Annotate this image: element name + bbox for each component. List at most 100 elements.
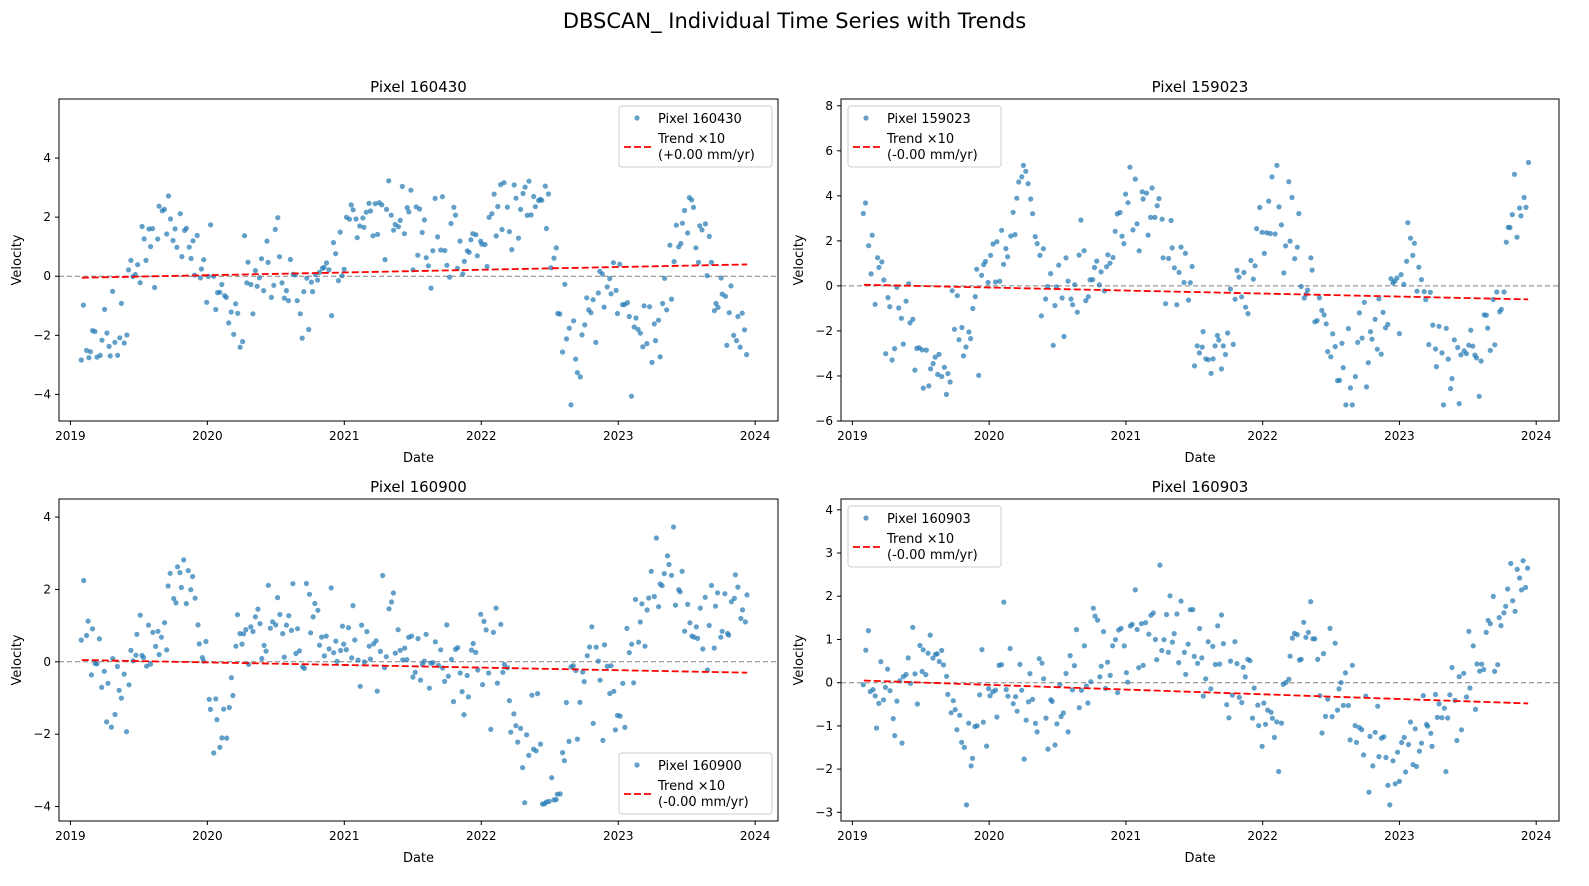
data-point bbox=[117, 335, 123, 341]
data-point bbox=[350, 207, 356, 213]
data-point bbox=[500, 669, 506, 675]
data-point bbox=[1327, 625, 1333, 632]
data-point bbox=[1340, 702, 1346, 709]
data-point bbox=[261, 288, 267, 294]
data-point bbox=[1376, 296, 1382, 302]
data-point bbox=[473, 649, 479, 656]
data-point bbox=[123, 729, 130, 735]
data-point bbox=[1461, 670, 1467, 676]
data-point bbox=[979, 647, 985, 653]
data-point bbox=[695, 635, 701, 642]
data-point bbox=[430, 248, 436, 254]
data-point bbox=[1076, 705, 1082, 711]
data-point bbox=[1286, 179, 1292, 185]
data-point bbox=[739, 310, 745, 316]
data-point bbox=[372, 201, 378, 207]
data-point bbox=[706, 622, 712, 629]
data-point bbox=[1234, 267, 1240, 273]
data-point bbox=[221, 706, 227, 712]
legend-trend-label: (-0.00 mm/yr) bbox=[658, 795, 749, 810]
legend-trend-label: (-0.00 mm/yr) bbox=[887, 548, 978, 563]
data-point bbox=[679, 568, 685, 574]
data-point bbox=[1090, 277, 1096, 283]
legend-points-label: Pixel 160430 bbox=[658, 112, 742, 127]
data-point bbox=[1330, 331, 1336, 337]
data-point bbox=[1496, 615, 1502, 621]
data-point bbox=[1200, 693, 1206, 699]
data-point bbox=[959, 739, 965, 745]
data-point bbox=[106, 343, 112, 349]
data-point bbox=[1181, 649, 1187, 656]
legend-trend-label: Trend ×10 bbox=[886, 532, 954, 547]
data-point bbox=[1314, 318, 1320, 324]
data-point bbox=[1132, 176, 1138, 182]
y-tick-label: 4 bbox=[43, 510, 51, 524]
data-point bbox=[489, 211, 495, 217]
data-point bbox=[241, 631, 247, 637]
data-point bbox=[335, 278, 341, 284]
data-point bbox=[722, 591, 728, 597]
data-point bbox=[1174, 611, 1180, 617]
data-point bbox=[1032, 234, 1038, 240]
data-point bbox=[979, 272, 985, 278]
data-point bbox=[508, 729, 514, 735]
data-point bbox=[188, 255, 194, 262]
data-point bbox=[474, 253, 480, 259]
data-point bbox=[1479, 661, 1485, 667]
data-point bbox=[137, 612, 143, 618]
data-point bbox=[588, 310, 594, 316]
x-tick-label: 2021 bbox=[329, 429, 360, 443]
data-point bbox=[468, 237, 474, 243]
data-point bbox=[329, 313, 335, 319]
data-point bbox=[1043, 296, 1049, 302]
data-point bbox=[312, 600, 318, 607]
data-point bbox=[1508, 560, 1514, 567]
data-point bbox=[923, 672, 929, 678]
data-point bbox=[706, 233, 712, 239]
data-point bbox=[590, 297, 596, 303]
data-point bbox=[992, 687, 999, 693]
data-point bbox=[341, 641, 347, 647]
data-point bbox=[355, 657, 361, 663]
data-point bbox=[920, 385, 926, 391]
data-point bbox=[1181, 279, 1187, 286]
x-tick-label: 2022 bbox=[466, 429, 497, 443]
x-tick-label: 2022 bbox=[1247, 829, 1278, 843]
data-point bbox=[1187, 280, 1193, 286]
data-point bbox=[549, 775, 555, 781]
panel-title: Pixel 160900 bbox=[370, 478, 467, 496]
data-point bbox=[656, 604, 662, 610]
data-point bbox=[1176, 660, 1182, 666]
data-point bbox=[128, 257, 134, 263]
data-point bbox=[704, 273, 710, 279]
data-point bbox=[283, 622, 289, 628]
data-point bbox=[1472, 706, 1479, 713]
data-point bbox=[868, 271, 874, 277]
data-point bbox=[280, 631, 286, 637]
data-point bbox=[678, 240, 684, 247]
data-point bbox=[1370, 763, 1376, 769]
data-point bbox=[600, 737, 606, 744]
data-point bbox=[128, 647, 134, 654]
data-point bbox=[374, 688, 380, 694]
data-point bbox=[1016, 179, 1022, 185]
data-point bbox=[304, 275, 310, 281]
data-point bbox=[1323, 321, 1329, 327]
data-point bbox=[444, 262, 450, 268]
data-point bbox=[1119, 233, 1125, 239]
data-point bbox=[1319, 730, 1325, 736]
data-point bbox=[863, 647, 869, 653]
data-point bbox=[1057, 682, 1063, 688]
y-tick-label: −2 bbox=[33, 328, 51, 342]
data-point bbox=[1056, 262, 1062, 268]
data-point bbox=[912, 671, 918, 677]
data-point bbox=[339, 623, 346, 629]
data-point bbox=[1338, 680, 1344, 686]
data-point bbox=[1485, 325, 1491, 331]
data-point bbox=[715, 590, 721, 596]
x-tick-label: 2020 bbox=[974, 429, 1005, 443]
data-point bbox=[1519, 587, 1525, 593]
data-point bbox=[1171, 265, 1177, 271]
data-point bbox=[366, 643, 372, 649]
data-point bbox=[1008, 233, 1014, 239]
